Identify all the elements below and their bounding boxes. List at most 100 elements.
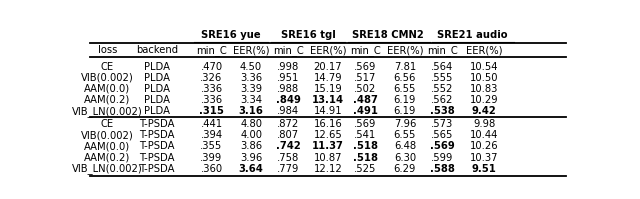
Text: 3.86: 3.86 <box>240 141 262 151</box>
Text: .849: .849 <box>276 95 301 105</box>
Text: .779: .779 <box>277 164 300 174</box>
Text: .564: .564 <box>431 62 453 72</box>
Text: VIB(0.002): VIB(0.002) <box>81 130 134 140</box>
Text: 14.91: 14.91 <box>314 106 342 116</box>
Text: .599: .599 <box>431 153 453 163</box>
Text: PLDA: PLDA <box>144 84 170 94</box>
Text: .487: .487 <box>353 95 378 105</box>
Text: 6.55: 6.55 <box>394 84 416 94</box>
Text: .517: .517 <box>354 73 376 83</box>
Text: 10.87: 10.87 <box>314 153 342 163</box>
Text: .538: .538 <box>429 106 454 116</box>
Text: PLDA: PLDA <box>144 73 170 83</box>
Text: 4.00: 4.00 <box>240 130 262 140</box>
Text: .552: .552 <box>431 84 453 94</box>
Text: 10.44: 10.44 <box>470 130 499 140</box>
Text: AAM(0.2): AAM(0.2) <box>84 95 131 105</box>
Text: min_C: min_C <box>196 45 227 56</box>
Text: EER(%): EER(%) <box>233 45 269 55</box>
Text: 9.51: 9.51 <box>472 164 497 174</box>
Text: .758: .758 <box>277 153 300 163</box>
Text: T-PSDA: T-PSDA <box>139 119 175 129</box>
Text: 3.16: 3.16 <box>239 106 264 116</box>
Text: .394: .394 <box>200 130 223 140</box>
Text: EER(%): EER(%) <box>466 45 502 55</box>
Text: 6.55: 6.55 <box>394 130 416 140</box>
Text: .326: .326 <box>200 73 223 83</box>
Text: CE: CE <box>100 62 114 72</box>
Text: 10.29: 10.29 <box>470 95 499 105</box>
Text: 6.29: 6.29 <box>394 164 416 174</box>
Text: 9.98: 9.98 <box>473 119 495 129</box>
Text: .872: .872 <box>277 119 300 129</box>
Text: SRE18 CMN2: SRE18 CMN2 <box>351 30 424 40</box>
Text: .502: .502 <box>354 84 376 94</box>
Text: T-PSDA: T-PSDA <box>139 130 175 140</box>
Text: loss: loss <box>97 45 117 55</box>
Text: .998: .998 <box>277 62 300 72</box>
Text: 12.65: 12.65 <box>314 130 342 140</box>
Text: .588: .588 <box>429 164 454 174</box>
Text: .399: .399 <box>200 153 223 163</box>
Text: CE: CE <box>100 119 114 129</box>
Text: PLDA: PLDA <box>144 62 170 72</box>
Text: backend: backend <box>136 45 178 55</box>
Text: VIB(0.002): VIB(0.002) <box>81 73 134 83</box>
Text: T-PSDA: T-PSDA <box>139 141 175 151</box>
Text: 10.26: 10.26 <box>470 141 499 151</box>
Text: VIB_LN(0.002): VIB_LN(0.002) <box>72 163 143 174</box>
Text: .569: .569 <box>354 62 376 72</box>
Text: min_C: min_C <box>350 45 381 56</box>
Text: 3.96: 3.96 <box>240 153 262 163</box>
Text: 10.37: 10.37 <box>470 153 499 163</box>
Text: 3.34: 3.34 <box>240 95 262 105</box>
Text: min_C: min_C <box>273 45 304 56</box>
Text: .569: .569 <box>354 119 376 129</box>
Text: 3.39: 3.39 <box>240 84 262 94</box>
Text: .315: .315 <box>199 106 224 116</box>
Text: .355: .355 <box>200 141 223 151</box>
Text: 13.14: 13.14 <box>312 95 344 105</box>
Text: PLDA: PLDA <box>144 95 170 105</box>
Text: VIB_LN(0.002): VIB_LN(0.002) <box>72 106 143 117</box>
Text: EER(%): EER(%) <box>310 45 346 55</box>
Text: .525: .525 <box>354 164 376 174</box>
Text: .336: .336 <box>200 95 223 105</box>
Text: T-PSDA: T-PSDA <box>139 153 175 163</box>
Text: 20.17: 20.17 <box>314 62 342 72</box>
Text: 11.37: 11.37 <box>312 141 344 151</box>
Text: 12.12: 12.12 <box>314 164 342 174</box>
Text: 6.48: 6.48 <box>394 141 416 151</box>
Text: 15.19: 15.19 <box>314 84 342 94</box>
Text: AAM(0.2): AAM(0.2) <box>84 153 131 163</box>
Text: .555: .555 <box>431 73 453 83</box>
Text: SRE16 tgl: SRE16 tgl <box>281 30 335 40</box>
Text: .441: .441 <box>200 119 223 129</box>
Text: .518: .518 <box>353 141 378 151</box>
Text: .336: .336 <box>200 84 223 94</box>
Text: SRE16 yue: SRE16 yue <box>202 30 261 40</box>
Text: 10.50: 10.50 <box>470 73 499 83</box>
Text: 3.36: 3.36 <box>240 73 262 83</box>
Text: 6.19: 6.19 <box>394 95 416 105</box>
Text: SRE21 audio: SRE21 audio <box>436 30 507 40</box>
Text: .742: .742 <box>276 141 301 151</box>
Text: 9.42: 9.42 <box>472 106 497 116</box>
Text: 10.83: 10.83 <box>470 84 499 94</box>
Text: .491: .491 <box>353 106 378 116</box>
Text: 7.81: 7.81 <box>394 62 416 72</box>
Text: AAM(0.0): AAM(0.0) <box>84 141 131 151</box>
Text: T-PSDA: T-PSDA <box>139 164 175 174</box>
Text: .565: .565 <box>431 130 453 140</box>
Text: PLDA: PLDA <box>144 106 170 116</box>
Text: 3.64: 3.64 <box>239 164 264 174</box>
Text: 14.79: 14.79 <box>314 73 342 83</box>
Text: .807: .807 <box>277 130 300 140</box>
Text: AAM(0.0): AAM(0.0) <box>84 84 131 94</box>
Text: .984: .984 <box>277 106 300 116</box>
Text: .470: .470 <box>200 62 223 72</box>
Text: 4.80: 4.80 <box>240 119 262 129</box>
Text: .573: .573 <box>431 119 453 129</box>
Text: .562: .562 <box>431 95 453 105</box>
Text: .988: .988 <box>277 84 300 94</box>
